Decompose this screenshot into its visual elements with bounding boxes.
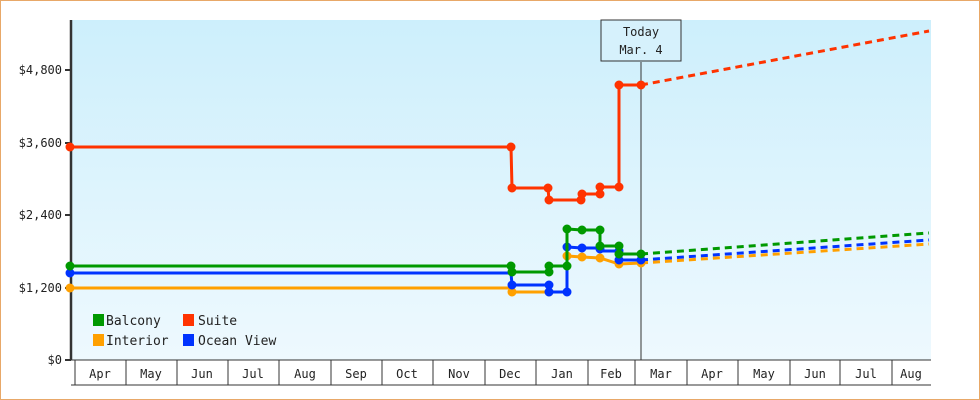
y-tick-label: $4,800 [19, 63, 62, 77]
x-tick-label: Feb [600, 367, 622, 381]
x-tick-labels: Apr May Jun Jul Aug Sep Oct Nov Dec Jan … [89, 367, 922, 381]
series-suite [65, 80, 646, 205]
x-tick-label: Jul [855, 367, 877, 381]
series-balcony [65, 224, 646, 277]
today-marker: Today Mar. 4 [600, 19, 682, 360]
legend-swatch-ocean-view [183, 334, 194, 346]
x-tick-label: Dec [499, 367, 521, 381]
x-tick-label: Apr [701, 367, 723, 381]
x-tick-label: Jun [191, 367, 213, 381]
x-tick-label: Oct [396, 367, 418, 381]
legend: Balcony Suite Interior Ocean View [93, 314, 276, 349]
x-axis [71, 359, 931, 386]
x-tick-label: Jun [804, 367, 826, 381]
interior-projection [640, 242, 930, 265]
legend-swatch-interior [93, 334, 104, 346]
x-tick-label: Apr [89, 367, 111, 381]
legend-label: Ocean View [198, 334, 276, 349]
suite-projection [640, 29, 930, 87]
ocean-view-projection [640, 238, 930, 262]
y-tick-label: $3,600 [19, 136, 62, 150]
y-tick-label: $0 [48, 353, 62, 367]
balcony-projection [640, 231, 930, 256]
x-tick-label: Jan [551, 367, 573, 381]
y-axis: $0 $1,200 $2,400 $3,600 $4,800 [19, 20, 73, 367]
x-tick-label: Sep [345, 367, 367, 381]
x-tick-label: Aug [294, 367, 316, 381]
x-tick-label: May [140, 367, 162, 381]
today-label: Today [623, 25, 659, 39]
legend-swatch-balcony [93, 314, 104, 326]
x-tick-label: Nov [448, 367, 470, 381]
x-tick-label: Jul [242, 367, 264, 381]
legend-label: Balcony [106, 314, 161, 329]
legend-label: Interior [106, 334, 169, 349]
x-tick-label: May [753, 367, 775, 381]
x-tick-label: Aug [900, 367, 922, 381]
legend-label: Suite [198, 314, 237, 329]
today-date: Mar. 4 [619, 43, 662, 57]
plot-area [71, 20, 931, 360]
y-tick-label: $1,200 [19, 281, 62, 295]
projection-lines [640, 29, 930, 265]
y-tick-label: $2,400 [19, 208, 62, 222]
legend-swatch-suite [183, 314, 194, 326]
x-tick-label: Mar [650, 367, 672, 381]
